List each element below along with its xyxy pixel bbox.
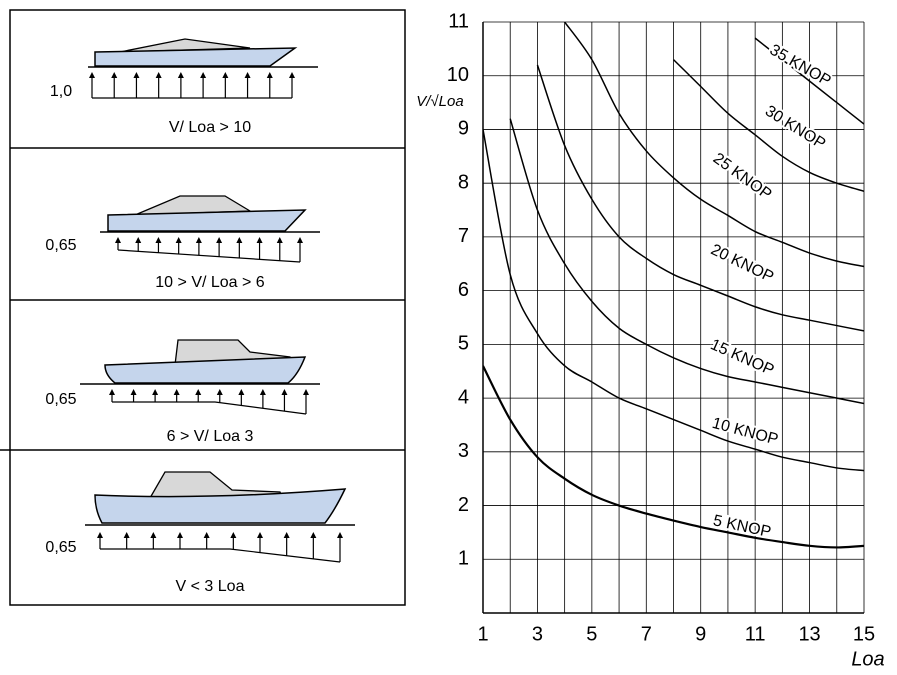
y-tick-label: 11 [448, 10, 469, 32]
boat-panel: 0,65 V < 3 Loa [45, 471, 355, 595]
curve [509, 118, 864, 405]
pressure-base [112, 401, 307, 415]
arrow-head [222, 72, 229, 78]
y-tick-label: 2 [458, 494, 469, 516]
arrow-head [175, 237, 182, 243]
arrow-head [259, 389, 266, 395]
hull [94, 488, 347, 524]
x-tick-label: 3 [532, 623, 543, 645]
arrow-head [266, 72, 273, 78]
arrow-head [177, 72, 184, 78]
curve-label: 35 KNOP [767, 41, 834, 90]
curve [483, 365, 864, 549]
curve-label: 20 KNOP [708, 241, 776, 286]
arrow-head [289, 72, 295, 78]
arrow-head [276, 237, 283, 243]
arrow-head [133, 72, 140, 78]
load-factor: 0,65 [45, 237, 76, 254]
arrow-head [152, 389, 159, 395]
y-tick-label: 10 [447, 64, 469, 86]
curve-label: 30 KNOP [762, 103, 828, 153]
curve-label: 25 KNOP [710, 150, 775, 203]
panel-caption: 6 > V/ Loa 3 [167, 428, 254, 445]
curve [754, 37, 864, 125]
curve [483, 129, 864, 472]
panel-caption: 10 > V/ Loa > 6 [155, 274, 265, 291]
curve [672, 59, 864, 192]
arrow-head [155, 72, 162, 78]
arrow-head [256, 237, 263, 243]
arrow-head [97, 532, 103, 538]
arrow-head [283, 532, 290, 538]
y-tick-label: 1 [458, 548, 469, 570]
arrow-head [216, 237, 223, 243]
x-tick-label: 7 [641, 623, 652, 645]
curve-label: 10 KNOP [710, 415, 780, 449]
boat-panel: 0,65 10 > V/ Loa > 6 [45, 195, 320, 291]
y-tick-label: 6 [458, 279, 469, 301]
arrow-head [303, 389, 309, 395]
curve-label: 5 KNOP [712, 512, 773, 541]
arrow-head [236, 237, 243, 243]
arrow-head [130, 389, 137, 395]
y-tick-label: 3 [458, 440, 469, 462]
x-tick-label: 1 [477, 623, 488, 645]
arrow-head [155, 237, 162, 243]
arrow-head [281, 389, 288, 395]
arrow-head [123, 532, 130, 538]
panel-caption: V/ Loa > 10 [169, 119, 251, 136]
arrow-head [230, 532, 237, 538]
y-tick-label: 7 [458, 225, 469, 247]
x-tick-label: 9 [695, 623, 706, 645]
boat-panel: 0,65 6 > V/ Loa 3 [45, 339, 320, 445]
boat-panel: 1,0 V/ Loa > 10 [50, 38, 318, 136]
x-tick-label: 5 [586, 623, 597, 645]
load-factor: 0,65 [45, 539, 76, 556]
arrow-head [195, 237, 202, 243]
arrow-head [173, 389, 180, 395]
y-tick-label: 8 [458, 171, 469, 193]
arrow-head [238, 389, 245, 395]
panel-caption: V < 3 Loa [176, 578, 245, 595]
arrow-head [297, 237, 303, 243]
load-factor: 1,0 [50, 83, 72, 100]
pressure-base [100, 548, 341, 563]
arrow-head [257, 532, 263, 538]
arrow-head [337, 532, 343, 538]
y-axis-label: V/√Loa [416, 93, 463, 110]
hull [94, 47, 298, 67]
y-tick-label: 9 [458, 118, 469, 140]
curve-label: 15 KNOP [708, 336, 777, 379]
arrow-head [89, 72, 95, 78]
arrow-head [203, 532, 210, 538]
arrow-head [216, 389, 223, 395]
arrow-head [244, 72, 251, 78]
arrow-head [200, 72, 207, 78]
panel-frame [9, 9, 406, 606]
arrow-head [150, 532, 157, 538]
x-tick-label: 15 [853, 623, 875, 645]
arrow-head [195, 389, 202, 395]
y-tick-label: 4 [458, 386, 469, 408]
x-tick-label: 11 [745, 623, 766, 645]
arrow-head [310, 532, 317, 538]
arrow-head [109, 389, 115, 395]
load-factor: 0,65 [45, 391, 76, 408]
curve [536, 64, 864, 332]
pressure-base [117, 249, 301, 263]
arrow-head [111, 72, 118, 78]
arrow-head [135, 237, 142, 243]
arrow-head [115, 237, 121, 243]
curve [564, 22, 864, 268]
hull [107, 209, 307, 232]
y-tick-label: 5 [458, 333, 469, 355]
x-tick-label: 13 [798, 623, 820, 645]
x-axis-label: Loa [851, 648, 884, 670]
hull [104, 356, 307, 384]
arrow-head [177, 532, 183, 538]
panels [0, 9, 406, 606]
